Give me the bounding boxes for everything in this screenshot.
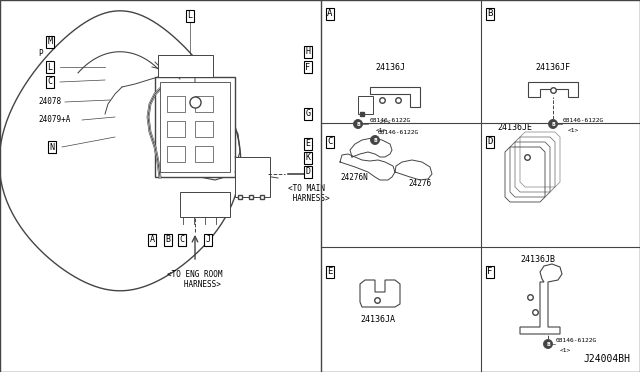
Text: B: B <box>551 122 555 126</box>
Text: C: C <box>327 138 333 147</box>
Text: B: B <box>546 341 550 346</box>
Circle shape <box>543 340 552 349</box>
Text: F: F <box>305 62 310 71</box>
Bar <box>167 121 185 137</box>
Bar <box>158 55 213 77</box>
Text: D: D <box>487 138 493 147</box>
Text: <1>: <1> <box>560 347 572 353</box>
Text: K: K <box>305 154 310 163</box>
Text: <TO MAIN
 HARNESS>: <TO MAIN HARNESS> <box>288 184 330 203</box>
Text: N: N <box>49 142 54 151</box>
Text: 24136JF: 24136JF <box>536 62 570 71</box>
Text: B: B <box>487 10 493 19</box>
Bar <box>195 146 213 162</box>
Bar <box>195 121 213 137</box>
Text: L: L <box>188 12 193 20</box>
Text: B: B <box>166 235 170 244</box>
Text: J24004BH: J24004BH <box>583 354 630 364</box>
Circle shape <box>371 135 380 144</box>
Text: H: H <box>305 48 310 57</box>
Text: 24136JB: 24136JB <box>520 256 556 264</box>
Bar <box>167 96 185 112</box>
Bar <box>358 96 373 114</box>
Text: C: C <box>47 77 52 87</box>
Text: 24136J: 24136J <box>375 62 405 71</box>
Text: E: E <box>305 140 310 148</box>
Text: A: A <box>150 235 154 244</box>
Circle shape <box>548 119 557 128</box>
Text: 24078: 24078 <box>38 97 61 106</box>
Text: J: J <box>205 235 211 244</box>
Text: 24079+A: 24079+A <box>38 115 70 125</box>
Text: 24136JE: 24136JE <box>497 122 532 131</box>
Text: 08146-6122G: 08146-6122G <box>556 339 597 343</box>
Text: F: F <box>487 267 493 276</box>
Text: 24136JA: 24136JA <box>360 315 396 324</box>
Text: 24276N: 24276N <box>340 173 368 182</box>
Text: B: B <box>356 122 360 126</box>
Circle shape <box>353 119 362 128</box>
Text: 08146-6122G: 08146-6122G <box>563 119 604 124</box>
Bar <box>160 82 230 172</box>
Text: <1>: <1> <box>380 121 391 125</box>
Bar <box>155 77 235 177</box>
Bar <box>180 192 230 217</box>
Text: 24276: 24276 <box>408 180 431 189</box>
Text: B: B <box>373 138 377 142</box>
Text: D: D <box>305 167 310 176</box>
Text: A: A <box>327 10 333 19</box>
Bar <box>195 96 213 112</box>
Text: P: P <box>38 49 43 58</box>
Text: L: L <box>47 62 52 71</box>
Text: 08146-6122G: 08146-6122G <box>370 119 412 124</box>
Text: <1>: <1> <box>376 128 387 132</box>
Text: M: M <box>47 38 52 46</box>
Text: <1>: <1> <box>568 128 579 132</box>
Bar <box>167 146 185 162</box>
Text: <TO ENG ROOM
   HARNESS>: <TO ENG ROOM HARNESS> <box>167 270 223 289</box>
Text: 08146-6122G: 08146-6122G <box>378 129 419 135</box>
Text: C: C <box>179 235 184 244</box>
Text: G: G <box>305 109 310 119</box>
Text: E: E <box>327 267 333 276</box>
Bar <box>235 157 270 197</box>
